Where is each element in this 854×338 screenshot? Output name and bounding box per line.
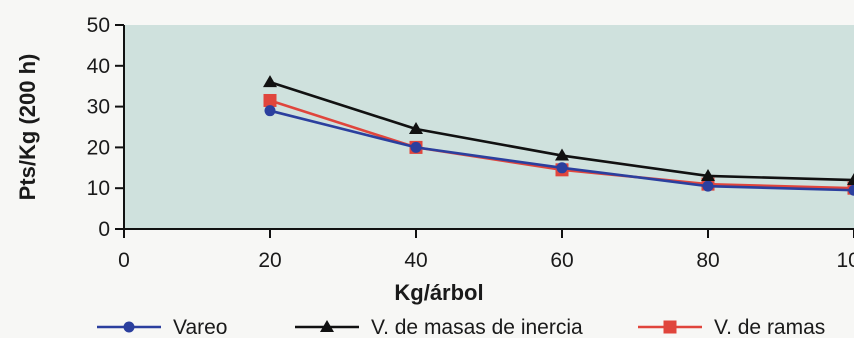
data-point bbox=[848, 184, 854, 196]
data-point bbox=[701, 168, 715, 181]
data-point bbox=[702, 180, 714, 192]
data-point bbox=[264, 105, 276, 117]
legend-marker bbox=[663, 320, 677, 334]
series-vareo bbox=[264, 105, 854, 196]
plot-area bbox=[124, 25, 854, 229]
legend: Vareo V. de masas de inercia V. de ramas bbox=[97, 316, 825, 338]
x-axis-title: Kg/árbol bbox=[394, 280, 483, 305]
legend-item: Vareo bbox=[97, 316, 227, 338]
data-point bbox=[556, 162, 568, 174]
x-tick-label: 60 bbox=[550, 249, 573, 272]
y-tick-label: 50 bbox=[87, 14, 110, 37]
legend-item: V. de masas de inercia bbox=[295, 316, 583, 338]
legend-marker bbox=[320, 320, 334, 332]
x-tick-label: 80 bbox=[696, 249, 719, 272]
y-tick-label: 20 bbox=[87, 136, 110, 159]
x-axis: 0 20 40 60 80 100 bbox=[118, 228, 854, 272]
series-v-de-masas-de-inercia bbox=[263, 75, 854, 186]
x-tick-label: 100 bbox=[836, 249, 854, 272]
y-tick-label: 40 bbox=[87, 55, 110, 78]
series-layer bbox=[263, 75, 854, 196]
y-tick-label: 0 bbox=[98, 218, 110, 241]
y-tick-label: 10 bbox=[87, 177, 110, 200]
data-point bbox=[409, 122, 423, 135]
y-axis: 0 10 20 30 40 50 bbox=[87, 14, 125, 241]
x-tick-label: 0 bbox=[118, 249, 130, 272]
legend-label: V. de ramas bbox=[714, 316, 825, 338]
data-point bbox=[847, 173, 854, 186]
legend-marker bbox=[123, 321, 135, 333]
data-point bbox=[263, 93, 277, 107]
legend-label: V. de masas de inercia bbox=[371, 316, 583, 338]
data-point bbox=[555, 148, 569, 161]
y-axis-title: Pts/Kg (200 h) bbox=[15, 54, 40, 201]
x-tick-label: 20 bbox=[258, 249, 281, 272]
legend-item: V. de ramas bbox=[638, 316, 825, 338]
data-point bbox=[263, 75, 277, 88]
y-tick-label: 30 bbox=[87, 96, 110, 119]
data-point bbox=[410, 141, 422, 153]
legend-label: Vareo bbox=[173, 316, 227, 338]
x-tick-label: 40 bbox=[404, 249, 427, 272]
